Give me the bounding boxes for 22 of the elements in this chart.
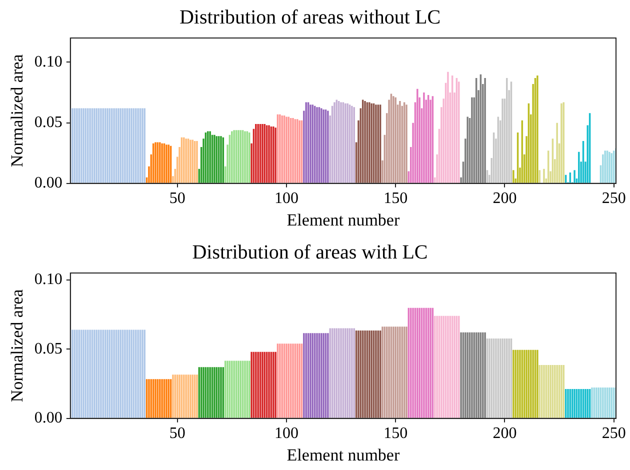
x-axis-title: Element number [286,210,400,230]
y-tick-label: 0.05 [34,340,62,358]
y-tick-label: 0.10 [34,271,62,288]
y-tick-label: 0.10 [34,53,62,70]
x-axis-title: Element number [286,445,400,464]
y-tick-label: 0.00 [34,410,62,427]
y-axis-title: Normalized area [8,288,27,402]
x-tick-label: 250 [602,425,626,442]
x-tick-label: 100 [274,425,298,442]
x-tick-label: 250 [602,190,626,208]
x-tick-label: 150 [384,425,408,442]
x-tick-label: 150 [384,190,408,208]
y-tick-label: 0.00 [34,174,62,192]
y-tick-label: 0.05 [34,114,62,132]
x-tick-label: 50 [169,425,186,442]
x-tick-label: 100 [274,190,298,208]
chart-title: Distribution of areas without LC [179,6,441,28]
x-tick-label: 200 [492,190,517,208]
y-axis-title: Normalized area [8,54,27,168]
x-tick-label: 200 [492,425,517,442]
x-tick-label: 50 [169,190,186,208]
chart-title: Distribution of areas with LC [192,241,428,264]
